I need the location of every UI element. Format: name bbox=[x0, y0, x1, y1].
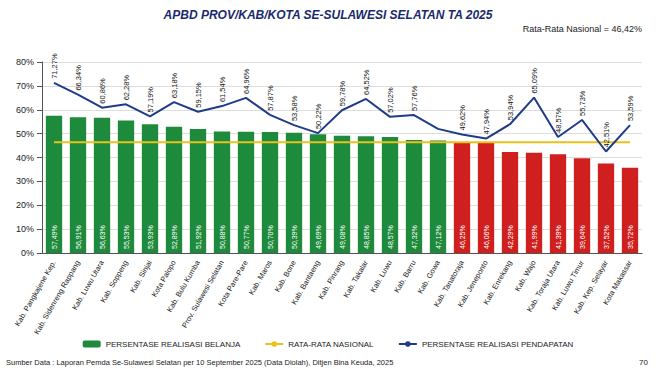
svg-text:51,92%: 51,92% bbox=[195, 225, 202, 249]
svg-text:80%: 80% bbox=[16, 57, 34, 67]
svg-text:57,19%: 57,19% bbox=[146, 87, 155, 113]
svg-text:47,94%: 47,94% bbox=[482, 109, 491, 135]
svg-text:53,58%: 53,58% bbox=[290, 95, 299, 121]
svg-text:56,91%: 56,91% bbox=[75, 225, 82, 249]
svg-text:48,57%: 48,57% bbox=[387, 225, 394, 249]
svg-text:30%: 30% bbox=[16, 176, 34, 186]
svg-text:63,18%: 63,18% bbox=[170, 72, 179, 98]
svg-text:61,54%: 61,54% bbox=[218, 76, 227, 102]
svg-text:Kab. Toraja Utara: Kab. Toraja Utara bbox=[525, 258, 562, 314]
svg-text:47,12%: 47,12% bbox=[435, 225, 442, 249]
svg-text:47,32%: 47,32% bbox=[411, 225, 418, 249]
svg-text:70%: 70% bbox=[16, 81, 34, 91]
svg-text:40%: 40% bbox=[16, 153, 34, 163]
svg-text:Kab. Bulu Kumba: Kab. Bulu Kumba bbox=[165, 258, 202, 314]
svg-text:60,86%: 60,86% bbox=[98, 78, 107, 104]
svg-text:65,09%: 65,09% bbox=[530, 68, 539, 94]
svg-text:46,06%: 46,06% bbox=[483, 225, 490, 249]
svg-text:Kab. Pangkajene Kep.: Kab. Pangkajene Kep. bbox=[13, 259, 58, 328]
svg-text:Kota Palopo: Kota Palopo bbox=[149, 258, 178, 299]
svg-text:Kab. Wajo: Kab. Wajo bbox=[513, 259, 538, 293]
svg-text:Kab. Sinjai: Kab. Sinjai bbox=[128, 258, 154, 294]
svg-text:70: 70 bbox=[639, 358, 648, 367]
svg-text:0%: 0% bbox=[21, 248, 34, 258]
svg-text:49,69%: 49,69% bbox=[315, 225, 322, 249]
svg-text:Kota Makassar: Kota Makassar bbox=[601, 258, 634, 306]
svg-text:48,85%: 48,85% bbox=[363, 225, 370, 249]
svg-text:48,57%: 48,57% bbox=[554, 107, 563, 133]
svg-text:PERSENTASE REALISASI PENDAPATA: PERSENTASE REALISASI PENDAPATAN bbox=[422, 340, 574, 349]
svg-text:35,72%: 35,72% bbox=[627, 225, 634, 249]
svg-text:53,93%: 53,93% bbox=[147, 225, 154, 249]
svg-text:52,89%: 52,89% bbox=[171, 225, 178, 249]
svg-text:64,96%: 64,96% bbox=[242, 68, 251, 94]
svg-text:Rata-Rata Nasional = 46,42%: Rata-Rata Nasional = 46,42% bbox=[523, 24, 642, 34]
svg-text:50,77%: 50,77% bbox=[243, 225, 250, 249]
svg-text:Prov. Sulawesi Selatan: Prov. Sulawesi Selatan bbox=[180, 259, 226, 330]
svg-text:20%: 20% bbox=[16, 200, 34, 210]
svg-text:50,70%: 50,70% bbox=[267, 225, 274, 249]
svg-text:Kab. Barru: Kab. Barru bbox=[392, 259, 418, 294]
svg-text:59,78%: 59,78% bbox=[338, 81, 347, 107]
svg-text:50,88%: 50,88% bbox=[219, 225, 226, 249]
svg-text:Kota Pare-Pare: Kota Pare-Pare bbox=[216, 259, 250, 308]
svg-text:55,53%: 55,53% bbox=[123, 225, 130, 249]
svg-text:57,76%: 57,76% bbox=[410, 85, 419, 111]
svg-text:PERSENTASE REALISASI BELANJA: PERSENTASE REALISASI BELANJA bbox=[106, 340, 241, 349]
svg-text:Kab. Kep. Selayar: Kab. Kep. Selayar bbox=[572, 258, 610, 315]
svg-text:56,63%: 56,63% bbox=[99, 225, 106, 249]
svg-text:Kab. Soppeng: Kab. Soppeng bbox=[98, 259, 130, 305]
svg-text:41,99%: 41,99% bbox=[531, 225, 538, 249]
svg-text:49,62%: 49,62% bbox=[458, 105, 467, 131]
svg-text:Sumber Data : Laporan Pemda Se: Sumber Data : Laporan Pemda Se-Sulawesi … bbox=[6, 358, 393, 367]
svg-text:42,51%: 42,51% bbox=[602, 122, 611, 148]
svg-text:57,02%: 57,02% bbox=[386, 87, 395, 113]
svg-text:57,49%: 57,49% bbox=[51, 225, 58, 249]
svg-text:10%: 10% bbox=[16, 224, 34, 234]
svg-text:Kab. Luwu Timur: Kab. Luwu Timur bbox=[550, 258, 586, 312]
svg-text:RATA-RATA NASIONAL: RATA-RATA NASIONAL bbox=[288, 340, 374, 349]
svg-text:Kab. Maros: Kab. Maros bbox=[247, 259, 274, 297]
svg-text:Kab. Takalar: Kab. Takalar bbox=[341, 258, 370, 299]
svg-text:46,25%: 46,25% bbox=[459, 225, 466, 249]
svg-text:57,87%: 57,87% bbox=[266, 85, 275, 111]
svg-text:66,34%: 66,34% bbox=[74, 65, 83, 91]
svg-text:42,29%: 42,29% bbox=[507, 225, 514, 249]
svg-text:Kab. Luwu Utara: Kab. Luwu Utara bbox=[70, 258, 106, 312]
svg-text:37,52%: 37,52% bbox=[603, 225, 610, 249]
svg-text:49,08%: 49,08% bbox=[339, 225, 346, 249]
svg-text:62,28%: 62,28% bbox=[122, 75, 131, 101]
svg-text:59,15%: 59,15% bbox=[194, 82, 203, 108]
svg-text:Kab. Bone: Kab. Bone bbox=[273, 259, 298, 294]
svg-text:Kab. Jeneponto: Kab. Jeneponto bbox=[455, 258, 490, 309]
svg-text:Kab. Tanatoraja: Kab. Tanatoraja bbox=[432, 258, 466, 309]
svg-text:64,52%: 64,52% bbox=[362, 69, 371, 95]
svg-text:39,64%: 39,64% bbox=[579, 225, 586, 249]
svg-text:Kab. Enrekang: Kab. Enrekang bbox=[481, 259, 514, 306]
svg-text:50%: 50% bbox=[16, 129, 34, 139]
svg-text:53,94%: 53,94% bbox=[506, 94, 515, 120]
svg-text:50,22%: 50,22% bbox=[314, 103, 323, 129]
svg-text:55,73%: 55,73% bbox=[578, 90, 587, 116]
svg-text:Kab. Pinrang: Kab. Pinrang bbox=[316, 258, 346, 301]
svg-text:Kab. Sidenreng Rappang: Kab. Sidenreng Rappang bbox=[32, 259, 82, 336]
svg-text:Kab. Gowa: Kab. Gowa bbox=[416, 258, 443, 295]
svg-text:60%: 60% bbox=[16, 105, 34, 115]
svg-text:Kab. Luwu: Kab. Luwu bbox=[368, 259, 393, 294]
svg-text:71,27%: 71,27% bbox=[50, 53, 59, 79]
svg-text:41,39%: 41,39% bbox=[555, 225, 562, 249]
svg-text:53,59%: 53,59% bbox=[626, 95, 635, 121]
svg-text:50,39%: 50,39% bbox=[291, 225, 298, 249]
svg-text:APBD PROV/KAB/KOTA SE-SULAWESI: APBD PROV/KAB/KOTA SE-SULAWESI SELATAN T… bbox=[163, 8, 493, 22]
svg-text:Kab. Bantaeng: Kab. Bantaeng bbox=[289, 259, 322, 306]
